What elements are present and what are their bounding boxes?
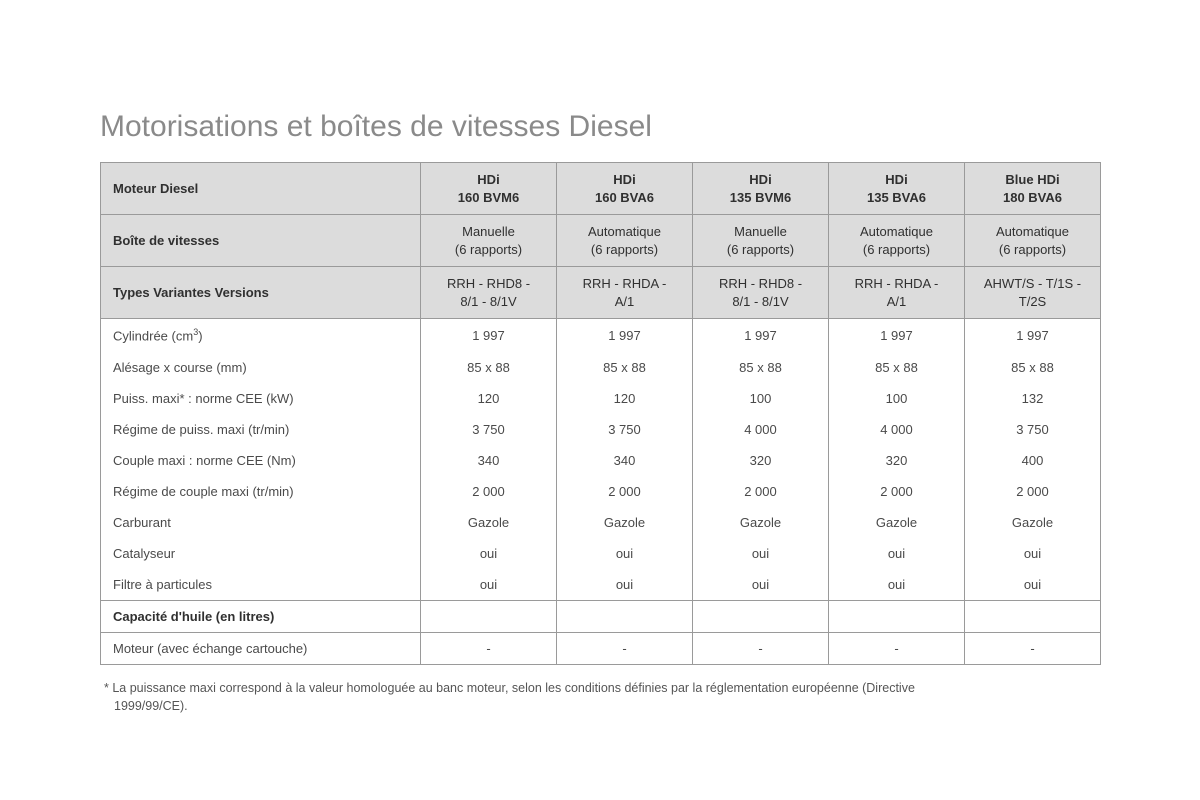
table-row: Catalyseurouiouiouiouioui [101,538,1101,569]
oil-cell-4: - [965,632,1101,664]
engine-col-4: Blue HDi180 BVA6 [965,163,1101,215]
tvv-col-3: RRH - RHDA -A/1 [829,267,965,319]
header-label-tvv: Types Variantes Versions [101,267,421,319]
table-row: Couple maxi : norme CEE (Nm)340340320320… [101,445,1101,476]
oil-cell-3: - [829,632,965,664]
header-label-engine: Moteur Diesel [101,163,421,215]
cell: Gazole [693,507,829,538]
header-row-tvv: Types Variantes Versions RRH - RHD8 -8/1… [101,267,1101,319]
cell: 100 [693,383,829,414]
cell: 85 x 88 [829,352,965,383]
cell: Gazole [965,507,1101,538]
gearbox-col-3: Automatique(6 rapports) [829,215,965,267]
cell: 4 000 [693,414,829,445]
cell: 340 [557,445,693,476]
cell: 120 [421,383,557,414]
cell: 4 000 [829,414,965,445]
row-label: Régime de puiss. maxi (tr/min) [101,414,421,445]
cell: 1 997 [421,319,557,352]
tvv-col-2: RRH - RHD8 -8/1 - 8/1V [693,267,829,319]
row-label: Puiss. maxi* : norme CEE (kW) [101,383,421,414]
cell: oui [557,538,693,569]
gearbox-col-0: Manuelle(6 rapports) [421,215,557,267]
cell: Gazole [829,507,965,538]
cell: 2 000 [965,476,1101,507]
oil-row-label: Moteur (avec échange cartouche) [101,632,421,664]
cell: Gazole [421,507,557,538]
cell: 320 [829,445,965,476]
cell: oui [693,569,829,601]
oil-row: Moteur (avec échange cartouche) - - - - … [101,632,1101,664]
cell: oui [421,538,557,569]
row-label: Cylindrée (cm3) [101,319,421,352]
gearbox-col-2: Manuelle(6 rapports) [693,215,829,267]
cell: oui [965,538,1101,569]
cell: 2 000 [557,476,693,507]
cell: 320 [693,445,829,476]
oil-cell-2: - [693,632,829,664]
table-row: Régime de couple maxi (tr/min)2 0002 000… [101,476,1101,507]
oil-cell-1: - [557,632,693,664]
table-row: Régime de puiss. maxi (tr/min)3 7503 750… [101,414,1101,445]
cell: 1 997 [829,319,965,352]
table-row: Alésage x course (mm)85 x 8885 x 8885 x … [101,352,1101,383]
table-row: Filtre à particulesouiouiouiouioui [101,569,1101,601]
cell: 340 [421,445,557,476]
cell: 2 000 [693,476,829,507]
section-row-oil: Capacité d'huile (en litres) [101,600,1101,632]
page: Motorisations et boîtes de vitesses Dies… [0,0,1200,755]
tvv-col-0: RRH - RHD8 -8/1 - 8/1V [421,267,557,319]
cell: oui [693,538,829,569]
cell: oui [829,538,965,569]
cell: 3 750 [421,414,557,445]
table-row: Cylindrée (cm3)1 9971 9971 9971 9971 997 [101,319,1101,352]
page-title: Motorisations et boîtes de vitesses Dies… [100,110,1100,144]
cell: 85 x 88 [557,352,693,383]
row-label: Filtre à particules [101,569,421,601]
tvv-col-4: AHWT/S - T/1S -T/2S [965,267,1101,319]
row-label: Catalyseur [101,538,421,569]
cell: oui [421,569,557,601]
spec-table: Moteur Diesel HDi160 BVM6 HDi160 BVA6 HD… [100,162,1101,665]
header-row-engine: Moteur Diesel HDi160 BVM6 HDi160 BVA6 HD… [101,163,1101,215]
cell: 1 997 [693,319,829,352]
row-label: Alésage x course (mm) [101,352,421,383]
cell: oui [557,569,693,601]
cell: 85 x 88 [693,352,829,383]
engine-col-2: HDi135 BVM6 [693,163,829,215]
gearbox-col-4: Automatique(6 rapports) [965,215,1101,267]
footnote-line-1: * La puissance maxi correspond à la vale… [104,681,915,695]
cell: 3 750 [557,414,693,445]
footnote-line-2: 1999/99/CE). [114,699,188,713]
header-row-gearbox: Boîte de vitesses Manuelle(6 rapports) A… [101,215,1101,267]
engine-col-1: HDi160 BVA6 [557,163,693,215]
cell: Gazole [557,507,693,538]
cell: 85 x 88 [965,352,1101,383]
cell: 2 000 [421,476,557,507]
cell: 1 997 [965,319,1101,352]
footnote: * La puissance maxi correspond à la vale… [100,679,1100,715]
row-label: Carburant [101,507,421,538]
engine-col-3: HDi135 BVA6 [829,163,965,215]
engine-col-0: HDi160 BVM6 [421,163,557,215]
cell: 1 997 [557,319,693,352]
table-row: CarburantGazoleGazoleGazoleGazoleGazole [101,507,1101,538]
section-label-oil: Capacité d'huile (en litres) [101,600,421,632]
table-row: Puiss. maxi* : norme CEE (kW)12012010010… [101,383,1101,414]
row-label: Couple maxi : norme CEE (Nm) [101,445,421,476]
row-label: Régime de couple maxi (tr/min) [101,476,421,507]
gearbox-col-1: Automatique(6 rapports) [557,215,693,267]
header-label-gearbox: Boîte de vitesses [101,215,421,267]
cell: 3 750 [965,414,1101,445]
cell: oui [829,569,965,601]
cell: 400 [965,445,1101,476]
cell: 100 [829,383,965,414]
oil-cell-0: - [421,632,557,664]
cell: 85 x 88 [421,352,557,383]
cell: 2 000 [829,476,965,507]
cell: 120 [557,383,693,414]
cell: 132 [965,383,1101,414]
cell: oui [965,569,1101,601]
tvv-col-1: RRH - RHDA -A/1 [557,267,693,319]
